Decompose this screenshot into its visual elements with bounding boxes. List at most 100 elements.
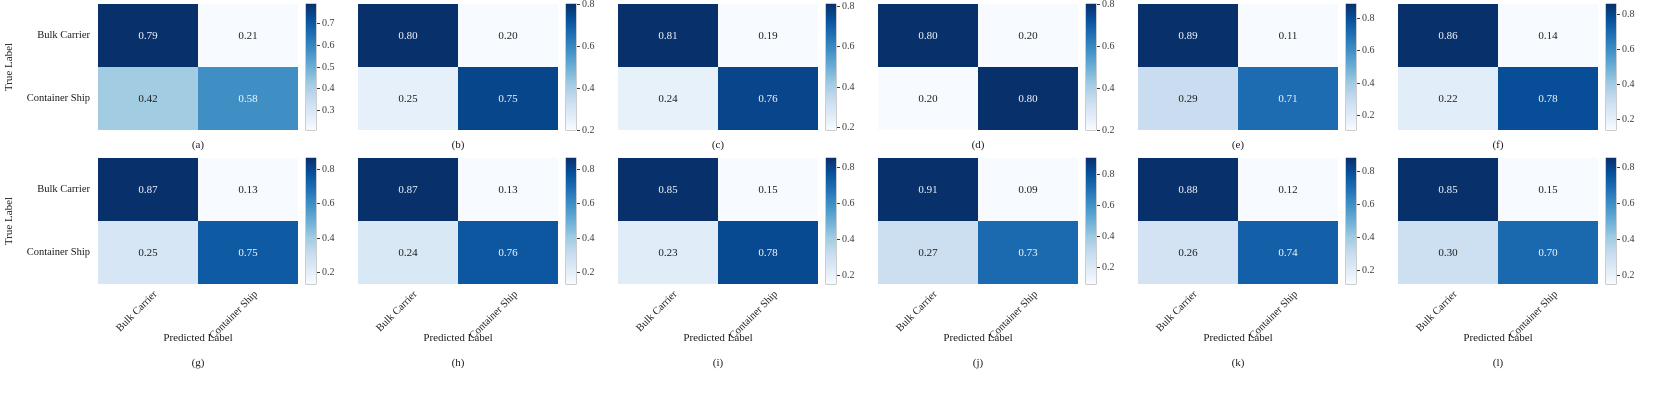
colorbar-tick-mark bbox=[1617, 166, 1620, 168]
subplot-caption: (j) bbox=[972, 357, 984, 369]
heatmap-matrix: 0.88 0.12 0.26 0.74 bbox=[1138, 158, 1338, 284]
colorbar-tick-mark bbox=[577, 169, 580, 171]
colorbar bbox=[826, 158, 836, 284]
colorbar-tick-label: 0.4 bbox=[1097, 82, 1115, 94]
matrix-cell: 0.15 bbox=[1498, 158, 1598, 221]
matrix-cell: 0.80 bbox=[978, 67, 1078, 130]
y-tick-label: Container Ship bbox=[26, 246, 90, 258]
colorbar-tick-label: 0.6 bbox=[1357, 45, 1375, 57]
colorbar-tick-mark bbox=[1097, 266, 1100, 268]
colorbar-tick-label: 0.4 bbox=[837, 81, 855, 93]
heatmap-matrix: 0.89 0.11 0.29 0.71 bbox=[1138, 4, 1338, 130]
heatmap-matrix: 0.79 0.21 0.42 0.58 bbox=[98, 4, 298, 130]
colorbar bbox=[1606, 4, 1616, 130]
matrix-cell: 0.85 bbox=[1398, 158, 1498, 221]
colorbar-tick-label: 0.8 bbox=[1097, 169, 1115, 181]
colorbar-tick-mark bbox=[837, 238, 840, 240]
matrix-cell: 0.15 bbox=[718, 158, 818, 221]
subplot-caption: (h) bbox=[451, 357, 465, 369]
colorbar-tick-mark bbox=[317, 169, 320, 171]
subplot-caption: (k) bbox=[1231, 357, 1245, 369]
colorbar-tick-label: 0.2 bbox=[577, 124, 595, 136]
subplot-caption: (d) bbox=[971, 139, 985, 151]
colorbar-tick-label: 0.8 bbox=[577, 164, 595, 176]
matrix-cell: 0.85 bbox=[618, 158, 718, 221]
colorbar-tick-mark bbox=[577, 203, 580, 205]
heatmap-matrix: 0.85 0.15 0.23 0.78 bbox=[618, 158, 818, 284]
y-axis-title-text: True Label bbox=[3, 196, 16, 246]
matrix-cell: 0.75 bbox=[458, 67, 558, 130]
colorbar-tick-label: 0.4 bbox=[1617, 79, 1635, 91]
x-axis-title: Predicted Label bbox=[163, 332, 233, 344]
matrix-cell: 0.87 bbox=[358, 158, 458, 221]
colorbar-tick-mark bbox=[1097, 174, 1100, 176]
matrix-cell: 0.09 bbox=[978, 158, 1078, 221]
colorbar-tick-mark bbox=[1617, 202, 1620, 204]
heatmap-matrix: 0.87 0.13 0.25 0.75 bbox=[98, 158, 298, 284]
colorbar bbox=[826, 4, 836, 130]
colorbar-tick-label: 0.2 bbox=[577, 266, 595, 278]
colorbar-tick-mark bbox=[1357, 170, 1360, 172]
heatmap-matrix: 0.81 0.19 0.24 0.76 bbox=[618, 4, 818, 130]
y-axis-title: True Label bbox=[2, 4, 16, 130]
colorbar bbox=[1606, 158, 1616, 284]
colorbar-tick-mark bbox=[1357, 270, 1360, 272]
matrix-cell: 0.42 bbox=[98, 67, 198, 130]
colorbar-tick-label: 0.2 bbox=[1357, 109, 1375, 121]
matrix-cell: 0.11 bbox=[1238, 4, 1338, 67]
colorbar-tick-mark bbox=[317, 271, 320, 273]
y-tick-label: Bulk Carrier bbox=[37, 183, 90, 195]
colorbar-tick-label: 0.4 bbox=[1357, 77, 1375, 89]
colorbar-tick-label: 0.7 bbox=[317, 18, 335, 30]
colorbar-tick-mark bbox=[577, 129, 580, 131]
colorbar-tick-label: 0.2 bbox=[837, 122, 855, 134]
colorbar-tick-label: 0.8 bbox=[837, 0, 855, 12]
colorbar-tick-label: 0.8 bbox=[317, 164, 335, 176]
colorbar-tick-mark bbox=[837, 86, 840, 88]
colorbar-tick-label: 0.8 bbox=[1357, 13, 1375, 25]
colorbar-tick-mark bbox=[577, 3, 580, 5]
colorbar-tick-mark bbox=[837, 202, 840, 204]
matrix-cell: 0.27 bbox=[878, 221, 978, 284]
colorbar-tick-mark bbox=[317, 23, 320, 25]
colorbar-tick-label: 0.3 bbox=[317, 104, 335, 116]
colorbar-tick-label: 0.2 bbox=[1097, 261, 1115, 273]
x-tick-label-text: Bulk Carrier bbox=[1154, 289, 1200, 335]
x-tick-label-text: Bulk Carrier bbox=[374, 289, 420, 335]
matrix-cell: 0.86 bbox=[1398, 4, 1498, 67]
colorbar-tick-mark bbox=[837, 274, 840, 276]
heatmap-matrix: 0.86 0.14 0.22 0.78 bbox=[1398, 4, 1598, 130]
colorbar-tick-label: 0.6 bbox=[1097, 40, 1115, 52]
colorbar-tick-mark bbox=[1357, 50, 1360, 52]
colorbar-tick-label: 0.6 bbox=[1357, 198, 1375, 210]
colorbar-tick-mark bbox=[1097, 87, 1100, 89]
colorbar-tick-label: 0.4 bbox=[1617, 233, 1635, 245]
colorbar-tick-label: 0.4 bbox=[1097, 230, 1115, 242]
matrix-cell: 0.79 bbox=[98, 4, 198, 67]
matrix-cell: 0.76 bbox=[458, 221, 558, 284]
matrix-cell: 0.24 bbox=[618, 67, 718, 130]
colorbar-tick-mark bbox=[837, 5, 840, 7]
colorbar-tick-mark bbox=[577, 237, 580, 239]
colorbar bbox=[306, 158, 316, 284]
colorbar-tick-label: 0.6 bbox=[317, 39, 335, 51]
matrix-cell: 0.24 bbox=[358, 221, 458, 284]
colorbar-tick-mark bbox=[1097, 45, 1100, 47]
matrix-cell: 0.25 bbox=[358, 67, 458, 130]
matrix-cell: 0.25 bbox=[98, 221, 198, 284]
x-axis-title: Predicted Label bbox=[1203, 332, 1273, 344]
subplot-caption: (a) bbox=[191, 139, 205, 151]
matrix-cell: 0.78 bbox=[718, 221, 818, 284]
heatmap-matrix: 0.91 0.09 0.27 0.73 bbox=[878, 158, 1078, 284]
matrix-cell: 0.70 bbox=[1498, 221, 1598, 284]
colorbar-tick-label: 0.6 bbox=[1617, 44, 1635, 56]
colorbar bbox=[566, 158, 576, 284]
colorbar-tick-mark bbox=[1357, 82, 1360, 84]
colorbar-tick-mark bbox=[1617, 84, 1620, 85]
subplot-caption: (i) bbox=[712, 357, 724, 369]
matrix-cell: 0.87 bbox=[98, 158, 198, 221]
colorbar bbox=[1346, 158, 1356, 284]
matrix-cell: 0.88 bbox=[1138, 158, 1238, 221]
matrix-cell: 0.30 bbox=[1398, 221, 1498, 284]
